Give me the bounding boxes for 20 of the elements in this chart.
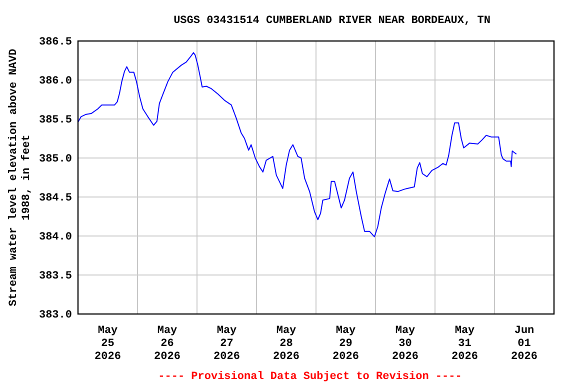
y-tick-label: 383.5 <box>38 270 72 283</box>
x-tick-label: May 31 2026 <box>452 325 478 363</box>
x-tick-label: May 27 2026 <box>214 325 240 363</box>
x-tick-label: May 30 2026 <box>392 325 418 363</box>
x-tick-label: May 26 2026 <box>154 325 180 363</box>
y-axis-title: Stream water level elevation above NAVD 1988, in feet <box>8 48 33 306</box>
x-tick-label: May 25 2026 <box>94 325 121 363</box>
y-tick-label: 386.5 <box>38 36 72 49</box>
text: ---- Provisional Data Subject to Revision ---- <box>158 371 462 383</box>
line-series <box>78 52 517 238</box>
y-tick-label: 385.5 <box>38 114 72 127</box>
y-tick-label: 384.0 <box>38 232 72 244</box>
x-tick-label: Jun 01 2026 <box>511 325 538 363</box>
x-tick-label: May 29 2026 <box>332 325 359 363</box>
chart-title: USGS 03431514 CUMBERLAND RIVER NEAR BORDEAUX, TN <box>174 15 490 27</box>
x-tick-label: May 28 2026 <box>273 325 300 363</box>
y-tick-label: 386.0 <box>38 76 72 88</box>
y-tick-label: 385.0 <box>38 154 72 166</box>
y-tick-label: 383.0 <box>38 310 72 322</box>
y-tick-label: 384.5 <box>38 192 72 205</box>
